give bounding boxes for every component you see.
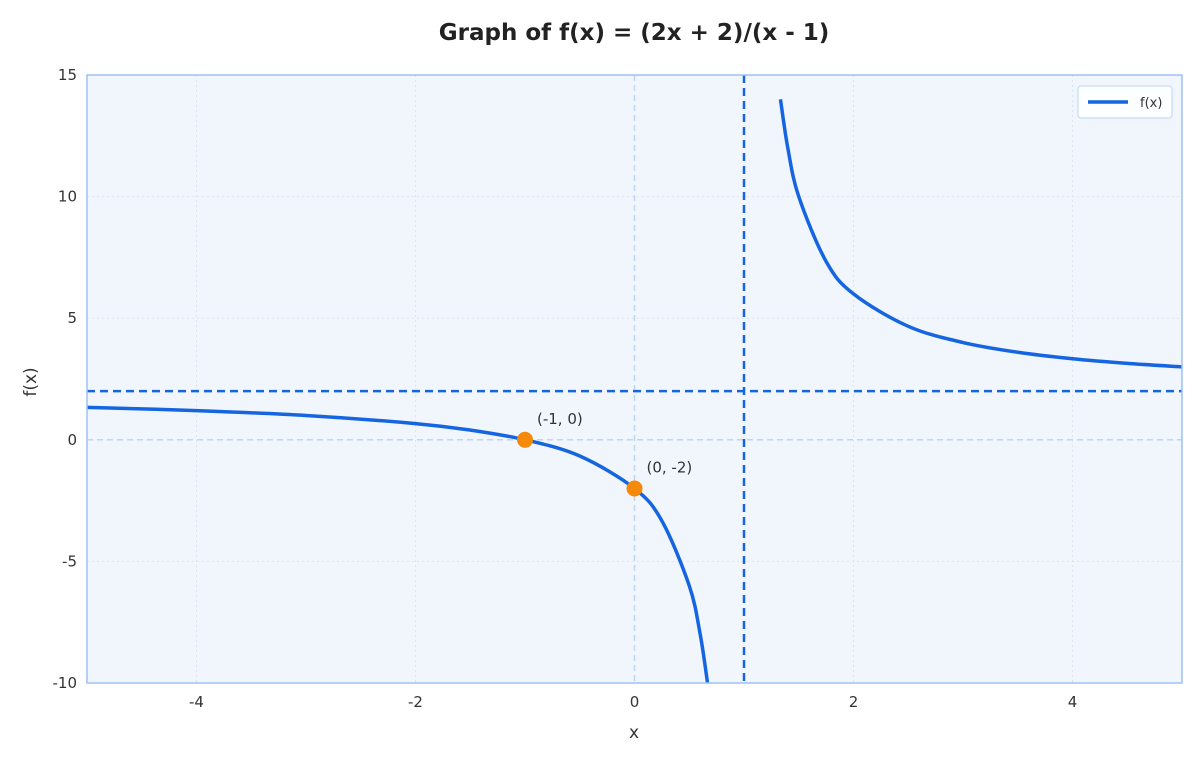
marked-points: (-1, 0) (0, -2)	[517, 410, 692, 497]
marked-point	[517, 431, 533, 448]
plot-border	[86, 74, 1183, 684]
x-tick-label: -4	[189, 693, 204, 711]
y-tick-label: -5	[62, 552, 77, 570]
x-tick-label: 2	[849, 693, 859, 711]
y-tick-label: -10	[53, 674, 78, 692]
legend-label: f(x)	[1140, 96, 1162, 111]
legend: f(x)	[1077, 85, 1173, 119]
x-axis-ticks: -4 -2 0 2 4	[189, 693, 1077, 711]
y-tick-label: 0	[67, 431, 77, 449]
point-label: (0, -2)	[647, 458, 693, 476]
chart-title: Graph of f(x) = (2x + 2)/(x - 1)	[439, 20, 830, 46]
x-tick-label: -2	[408, 693, 423, 711]
y-axis-ticks: -10 -5 0 5 10 15	[53, 66, 78, 692]
x-tick-label: 4	[1068, 693, 1078, 711]
series-line-right-branch	[778, 99, 1183, 369]
x-axis-label: x	[629, 723, 639, 743]
y-axis-label: f(x)	[21, 367, 41, 396]
point-label: (-1, 0)	[537, 410, 583, 428]
x-tick-label: 0	[630, 693, 640, 711]
marked-point	[626, 480, 643, 497]
grid	[87, 74, 1182, 684]
asymptotes	[87, 75, 1182, 683]
y-tick-label: 5	[67, 309, 77, 327]
y-tick-label: 15	[58, 66, 77, 84]
y-tick-label: 10	[58, 188, 77, 206]
